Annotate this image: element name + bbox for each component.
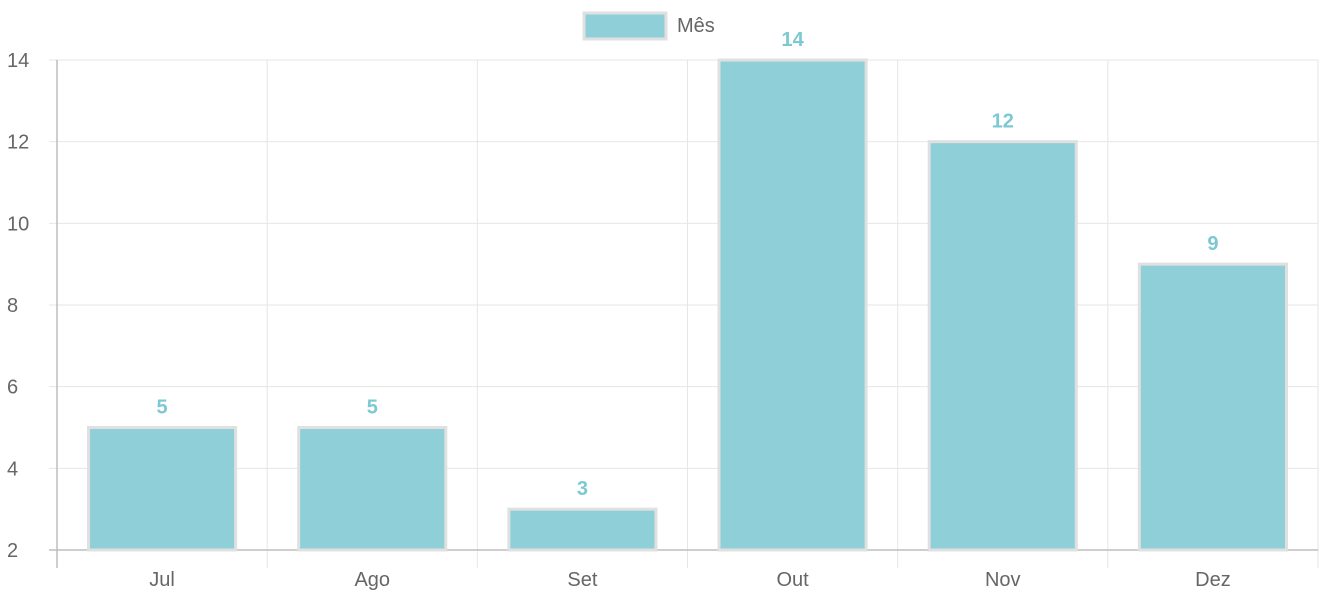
- bar[interactable]: [297, 426, 448, 552]
- axis-layer: 2 4 6 8 10 12 14 Jul Ago Set Out Nov Dez: [7, 50, 1318, 591]
- data-label: 9: [1207, 233, 1218, 255]
- bars-layer: [87, 58, 1288, 552]
- x-tick-label: Set: [567, 569, 597, 591]
- data-label: 5: [157, 397, 168, 419]
- y-tick-label: 2: [7, 540, 18, 562]
- bar[interactable]: [507, 507, 658, 552]
- data-label: 3: [577, 478, 588, 500]
- data-label: 14: [781, 29, 804, 51]
- y-tick-label: 8: [7, 295, 18, 317]
- bar[interactable]: [927, 140, 1078, 552]
- data-label: 5: [367, 397, 378, 419]
- y-tick-label: 12: [7, 132, 29, 154]
- y-tick-label: 10: [7, 213, 29, 235]
- bar[interactable]: [717, 58, 868, 552]
- y-tick-label: 4: [7, 458, 18, 480]
- legend[interactable]: Mês: [582, 11, 715, 41]
- y-tick-label: 6: [7, 377, 18, 399]
- x-tick-label: Ago: [354, 569, 390, 591]
- data-labels-layer: 5 5 3 14 12 9: [157, 29, 1219, 500]
- bar[interactable]: [87, 426, 238, 552]
- x-tick-label: Jul: [149, 569, 175, 591]
- x-tick-label: Nov: [985, 569, 1021, 591]
- legend-swatch[interactable]: [582, 11, 668, 41]
- bar[interactable]: [1137, 262, 1288, 552]
- y-tick-label: 14: [7, 50, 29, 72]
- data-label: 12: [992, 111, 1014, 133]
- x-tick-label: Dez: [1195, 569, 1231, 591]
- legend-label[interactable]: Mês: [677, 15, 715, 37]
- grid-layer: [49, 59, 1319, 568]
- x-tick-label: Out: [776, 569, 809, 591]
